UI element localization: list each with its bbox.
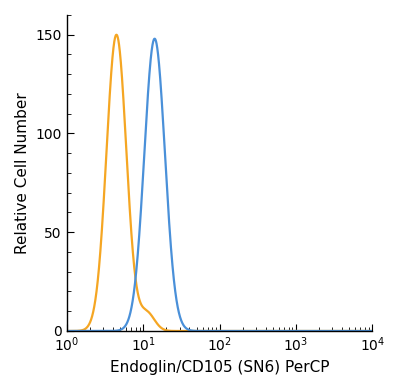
- Y-axis label: Relative Cell Number: Relative Cell Number: [15, 92, 30, 254]
- X-axis label: Endoglin/CD105 (SN6) PerCP: Endoglin/CD105 (SN6) PerCP: [110, 360, 329, 375]
